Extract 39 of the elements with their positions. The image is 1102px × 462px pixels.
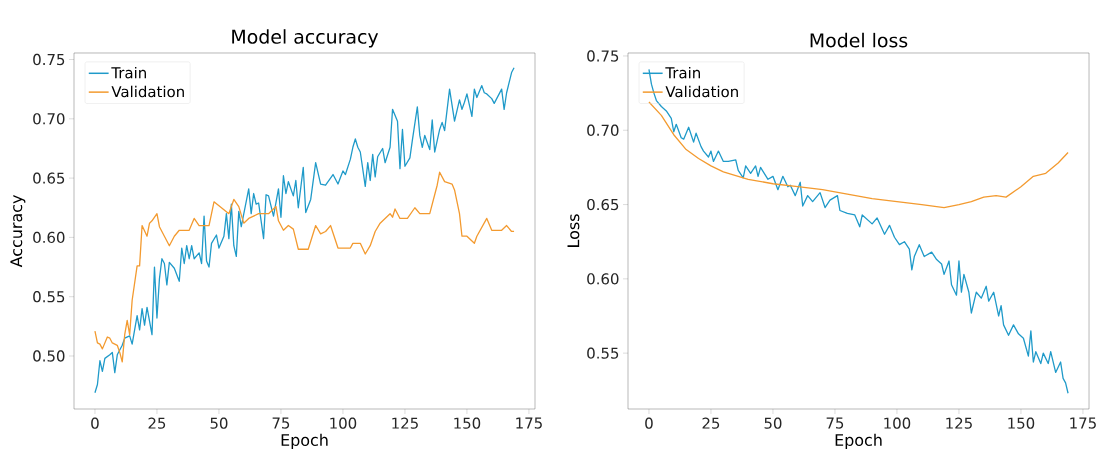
x-tick-label: 125 — [392, 417, 418, 429]
y-tick-label: 0.60 — [33, 231, 65, 244]
y-tick-label: 0.70 — [33, 113, 65, 125]
y-tick-label: 0.55 — [33, 291, 65, 303]
y-tick-label: 0.65 — [33, 172, 65, 184]
y-tick-label: 0.75 — [587, 50, 619, 62]
y-tick-label: 0.50 — [33, 350, 65, 362]
y-tick-label: 0.75 — [33, 53, 65, 66]
y-tick-label: 0.55 — [587, 347, 619, 359]
x-tick-label: 50 — [210, 417, 228, 429]
x-tick-label: 25 — [702, 417, 720, 429]
x-tick-label: 175 — [1070, 417, 1096, 429]
y-tick-label: 0.60 — [587, 273, 619, 285]
x-tick-label: 25 — [148, 417, 166, 429]
legend-label: Train — [111, 66, 146, 79]
line-series — [94, 67, 515, 394]
x-tick-label: 150 — [1008, 417, 1035, 429]
x-tick-label: 75 — [826, 417, 844, 429]
x-tick-label: 0 — [91, 417, 99, 429]
line-series — [648, 101, 1069, 209]
x-tick-label: 50 — [764, 417, 782, 429]
x-axis-title: Epoch — [835, 433, 882, 450]
legend-label: Train — [665, 66, 700, 79]
y-tick-label: 0.65 — [587, 198, 619, 211]
x-tick-label: 125 — [946, 417, 972, 429]
y-tick-label: 0.70 — [587, 124, 619, 136]
legend-label: Validation — [111, 85, 184, 98]
chart-title: Model loss — [810, 32, 908, 48]
x-tick-label: 150 — [454, 417, 481, 429]
x-axis-title: Epoch — [281, 433, 328, 450]
y-axis-title: Loss — [567, 214, 580, 247]
x-tick-label: 100 — [330, 417, 357, 429]
x-tick-label: 175 — [516, 417, 542, 429]
legend-label: Validation — [665, 85, 738, 98]
x-tick-label: 75 — [272, 417, 290, 429]
chart-title: Model accuracy — [232, 29, 379, 48]
y-axis-title: Accuracy — [10, 195, 26, 268]
x-tick-label: 100 — [884, 417, 911, 429]
x-tick-label: 0 — [645, 417, 653, 429]
